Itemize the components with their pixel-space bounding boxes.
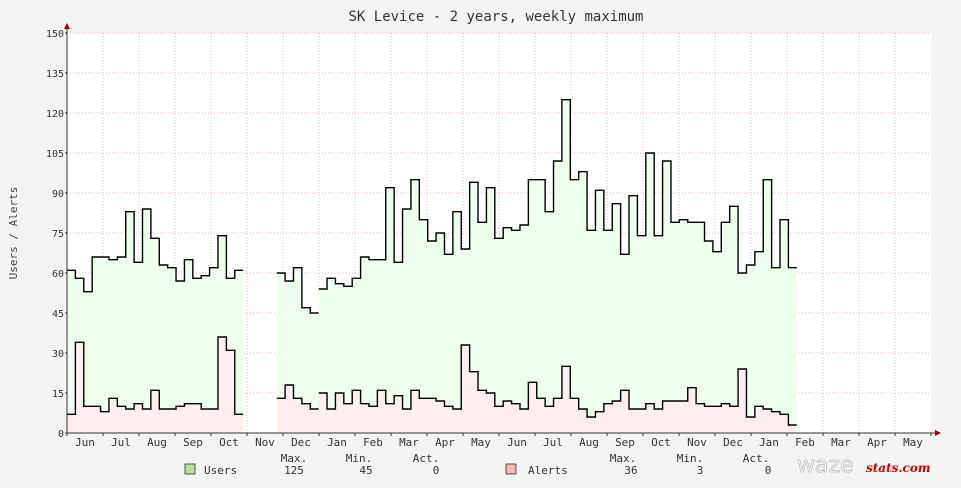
y-tick-label: 120	[46, 109, 64, 120]
y-tick-labels: 0 15 30 45 60 75 90 105 120 135 150	[46, 29, 64, 440]
y-tick-label: 75	[52, 229, 64, 240]
x-tick-label: Aug	[147, 436, 167, 449]
axes	[64, 23, 941, 436]
legend-users-act-value: 0	[433, 464, 440, 477]
users-line	[276, 266, 319, 314]
x-tick-label: Mar	[831, 436, 851, 449]
legend-users: Users Max. Min. Act. 125 45 0	[184, 452, 440, 477]
x-tick-label: Sep	[183, 436, 203, 449]
chart-title: SK Levice - 2 years, weekly maximum	[348, 9, 643, 25]
x-tick-label: Oct	[219, 436, 239, 449]
x-tick-label: Jul	[111, 436, 131, 449]
x-tick-label: Feb	[363, 436, 383, 449]
x-axis-arrow	[935, 430, 941, 436]
series-lines	[67, 98, 797, 426]
x-tick-label: Feb	[795, 436, 815, 449]
x-tick-label: Jun	[75, 436, 95, 449]
legend-users-max-value: 125	[284, 464, 304, 477]
legend-alerts-act-label: Act.	[743, 452, 770, 465]
y-tick-label: 15	[52, 389, 64, 400]
y-tick-label: 135	[46, 69, 64, 80]
wazestats-logo: waze stats.com	[797, 453, 931, 479]
legend-alerts: Alerts Max. Min. Act. 36 3 0	[505, 452, 772, 477]
users-area	[67, 209, 244, 433]
users-line	[67, 208, 244, 293]
x-tick-label: Jul	[543, 436, 563, 449]
x-tick-label: Nov	[687, 436, 707, 449]
legend-alerts-min-label: Min.	[677, 452, 704, 465]
logo-text-stats: stats.com	[866, 461, 931, 475]
legend-users-min-label: Min.	[346, 452, 373, 465]
alerts-area	[67, 337, 244, 433]
legend-users-min-value: 45	[359, 464, 372, 477]
legend-alerts-name: Alerts	[528, 464, 568, 477]
alerts-line	[67, 336, 244, 416]
x-tick-label: Apr	[435, 436, 455, 449]
x-tick-label: Jan	[759, 436, 779, 449]
x-tick-label: Oct	[651, 436, 671, 449]
legend-alerts-act-value: 0	[765, 464, 772, 477]
x-tick-label: Jun	[507, 436, 527, 449]
alerts-area	[276, 385, 319, 433]
x-tick-label: Mar	[399, 436, 419, 449]
x-tick-labels: Jun Jul Aug Sep Oct Nov Dec Jan Feb Mar Apr May Jun J…	[75, 436, 923, 449]
x-tick-label: Aug	[579, 436, 599, 449]
y-tick-label: 45	[52, 309, 64, 320]
x-tick-label: Dec	[723, 436, 743, 449]
legend-users-max-label: Max.	[281, 452, 308, 465]
legend-alerts-max-label: Max.	[610, 452, 637, 465]
logo-text-waze: waze	[797, 453, 854, 478]
series-fills	[67, 99, 797, 434]
legend-users-act-label: Act.	[413, 452, 440, 465]
x-tick-label: Apr	[867, 436, 887, 449]
x-tick-label: Jan	[327, 436, 347, 449]
y-tick-label: 0	[58, 429, 64, 440]
legend-alerts-max-value: 36	[624, 464, 637, 477]
y-tick-label: 60	[52, 269, 64, 280]
users-area	[318, 99, 797, 434]
x-tick-label: May	[471, 436, 491, 449]
legend-alerts-swatch	[505, 463, 517, 475]
y-axis-label: Users / Alerts	[7, 187, 20, 280]
x-tick-label: Dec	[291, 436, 311, 449]
alerts-line	[276, 384, 319, 410]
y-tick-label: 90	[52, 189, 64, 200]
x-tick-label: May	[903, 436, 923, 449]
y-tick-label: 150	[46, 29, 64, 40]
legend-users-swatch	[184, 463, 196, 475]
y-tick-label: 30	[52, 349, 64, 360]
users-line	[318, 98, 797, 290]
alerts-line	[318, 344, 797, 426]
x-tick-label: Sep	[615, 436, 635, 449]
x-tick-label: Nov	[255, 436, 275, 449]
y-axis-arrow	[64, 23, 70, 29]
alerts-area	[318, 345, 797, 433]
y-tick-label: 105	[46, 149, 64, 160]
legend-users-name: Users	[204, 464, 237, 477]
legend-alerts-min-value: 3	[697, 464, 704, 477]
